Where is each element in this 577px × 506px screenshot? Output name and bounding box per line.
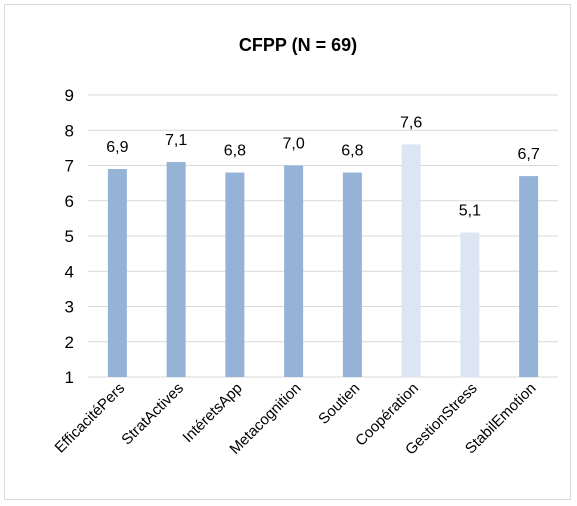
gridlines: [88, 94, 558, 378]
chart-title: CFPP (N = 69): [239, 35, 357, 55]
y-tick-label: 1: [65, 368, 74, 387]
data-label: 6,8: [224, 143, 246, 160]
bar: [401, 144, 421, 377]
y-tick-label: 2: [65, 333, 74, 352]
y-axis-ticks: 1 2 3 4 5 6 7 8 9: [65, 86, 74, 387]
bar: [460, 232, 480, 377]
data-label: 7,0: [283, 136, 305, 153]
data-labels: 6,9 7,1 6,8 7,0 6,8 7,6 5,1 6,7: [106, 114, 540, 219]
bar: [284, 165, 304, 377]
data-label: 6,9: [106, 139, 128, 156]
y-tick-label: 3: [65, 298, 74, 317]
bar: [225, 172, 245, 377]
y-tick-label: 7: [65, 157, 74, 176]
bar: [107, 169, 127, 377]
y-tick-label: 5: [65, 227, 74, 246]
data-label: 5,1: [459, 202, 481, 219]
bar: [166, 161, 186, 377]
bar: [519, 176, 539, 377]
data-label: 6,8: [341, 143, 363, 160]
y-tick-label: 6: [65, 192, 74, 211]
bar: [342, 172, 362, 377]
x-axis-labels: EfficacitéPersStratActivesIntéretsAppMet…: [52, 380, 540, 459]
data-label: 6,7: [518, 146, 540, 163]
y-tick-label: 9: [65, 86, 74, 105]
bars: [107, 144, 539, 377]
data-label: 7,1: [165, 132, 187, 149]
y-tick-label: 8: [65, 121, 74, 140]
data-label: 7,6: [400, 114, 422, 131]
category-label: EfficacitéPers: [52, 380, 129, 457]
category-label: StratActives: [118, 380, 187, 449]
y-tick-label: 4: [65, 262, 74, 281]
category-label: Soutien: [315, 380, 363, 428]
